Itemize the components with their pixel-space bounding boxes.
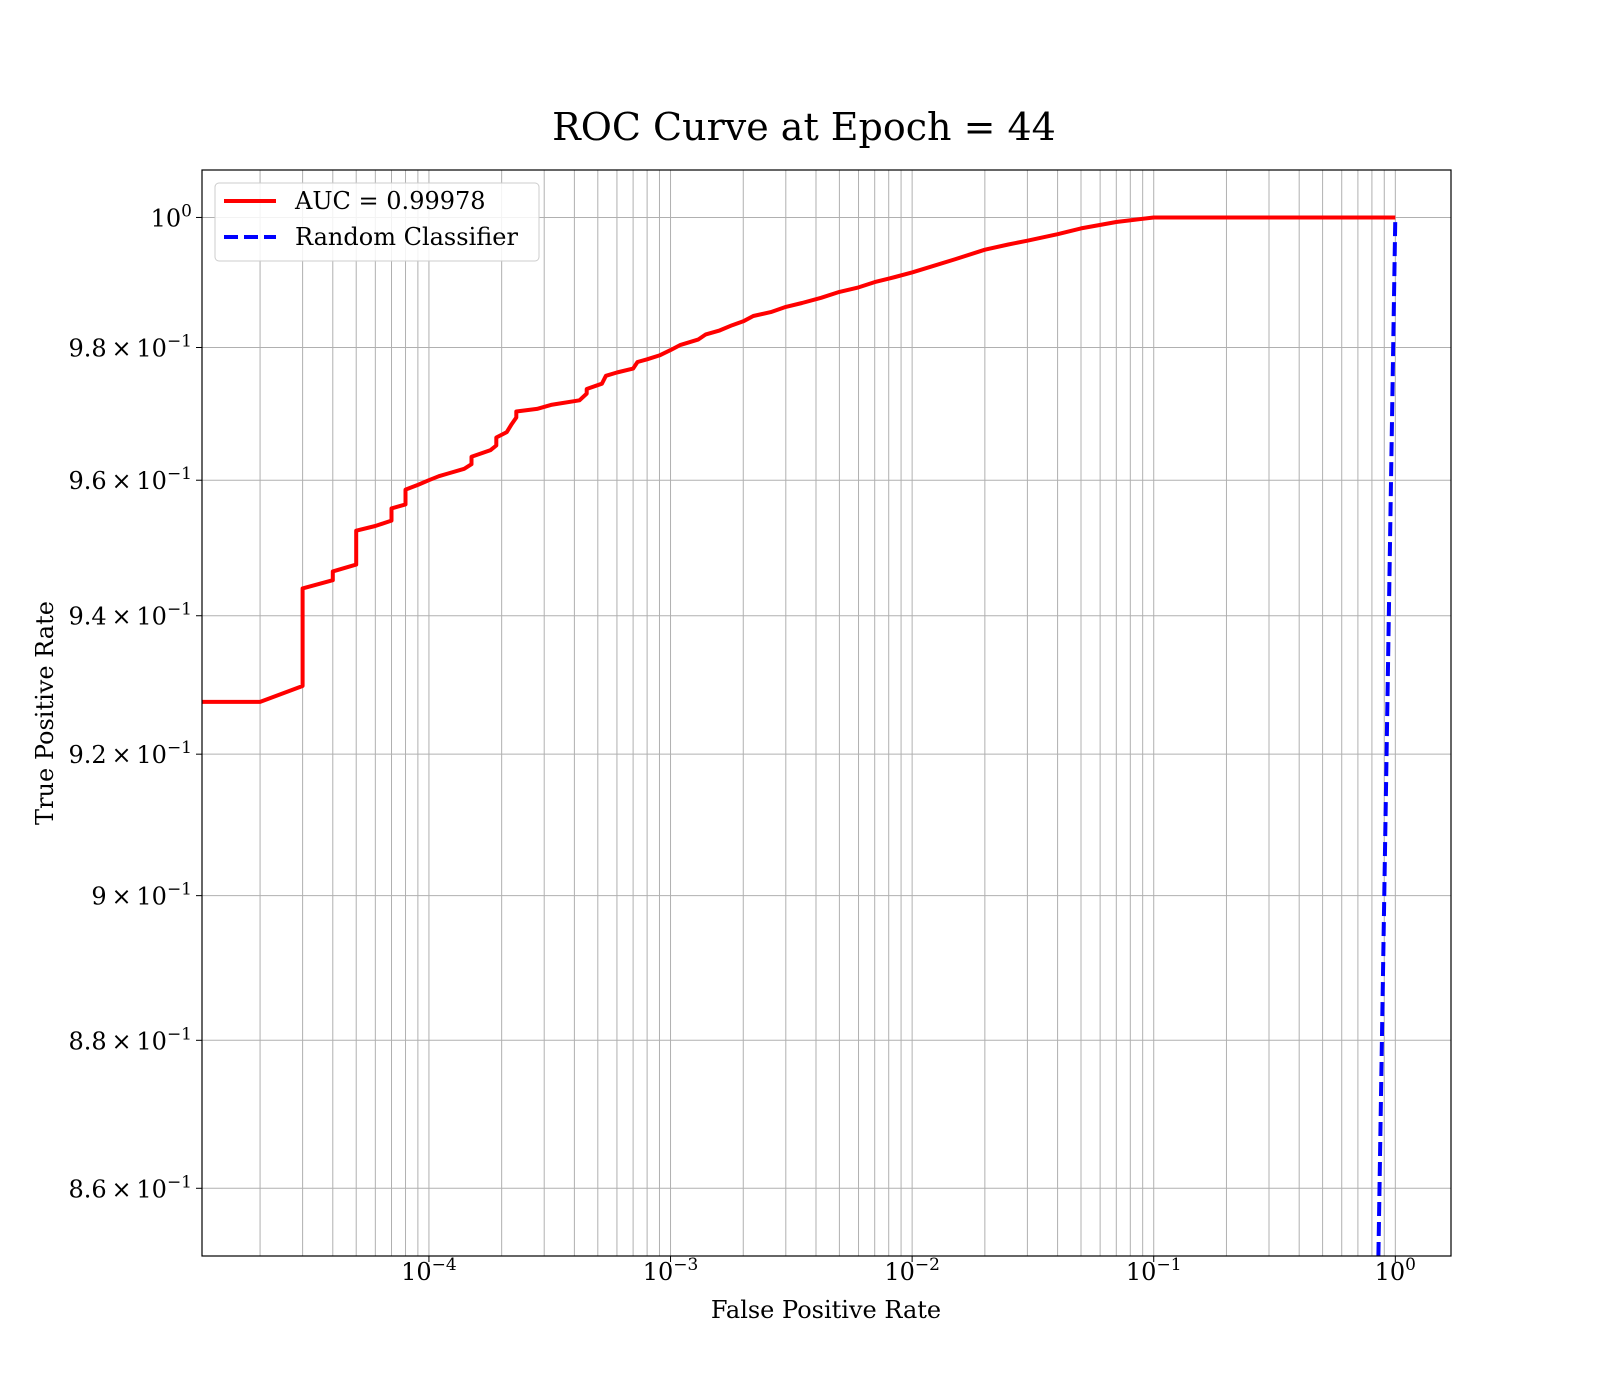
y-tick-label: 9.8 × 10−1 xyxy=(69,331,192,362)
x-tick-label: 100 xyxy=(1375,1255,1416,1286)
y-tick-label: 9 × 10−1 xyxy=(91,880,192,911)
legend-label-random: Random Classifier xyxy=(295,223,518,251)
y-tick-label: 9.6 × 10−1 xyxy=(69,464,192,495)
chart-title: ROC Curve at Epoch = 44 xyxy=(552,105,1056,149)
random-classifier-line xyxy=(1376,217,1398,1256)
legend: AUC = 0.99978 Random Classifier xyxy=(214,182,540,262)
plot-series xyxy=(202,215,1398,1256)
legend-label-auc: AUC = 0.99978 xyxy=(294,187,486,215)
x-tick-label: 10−3 xyxy=(643,1255,699,1286)
grid-lines xyxy=(202,170,1451,1256)
plot-frame xyxy=(201,169,1452,1257)
x-axis-ticks: 10−4 10−3 10−2 10−1 100 xyxy=(401,1255,1416,1286)
x-tick-label: 10−1 xyxy=(1126,1255,1182,1286)
y-tick-label: 8.8 × 10−1 xyxy=(69,1024,192,1055)
x-axis-label: False Positive Rate xyxy=(711,1296,941,1324)
x-tick-label: 10−2 xyxy=(884,1255,940,1286)
y-axis-ticks: 100 9.8 × 10−1 9.6 × 10−1 9.4 × 10−1 9.2 × 1… xyxy=(69,201,202,1203)
y-tick-label: 9.4 × 10−1 xyxy=(69,600,192,631)
y-tick-label: 9.2 × 10−1 xyxy=(69,738,192,769)
legend-box xyxy=(214,182,540,262)
x-tick-label: 10−4 xyxy=(401,1255,457,1286)
y-tick-label: 8.6 × 10−1 xyxy=(69,1172,192,1203)
y-axis-label: True Positive Rate xyxy=(31,601,59,825)
y-tick-label: 100 xyxy=(151,201,192,232)
roc-curve-line xyxy=(202,215,1396,704)
